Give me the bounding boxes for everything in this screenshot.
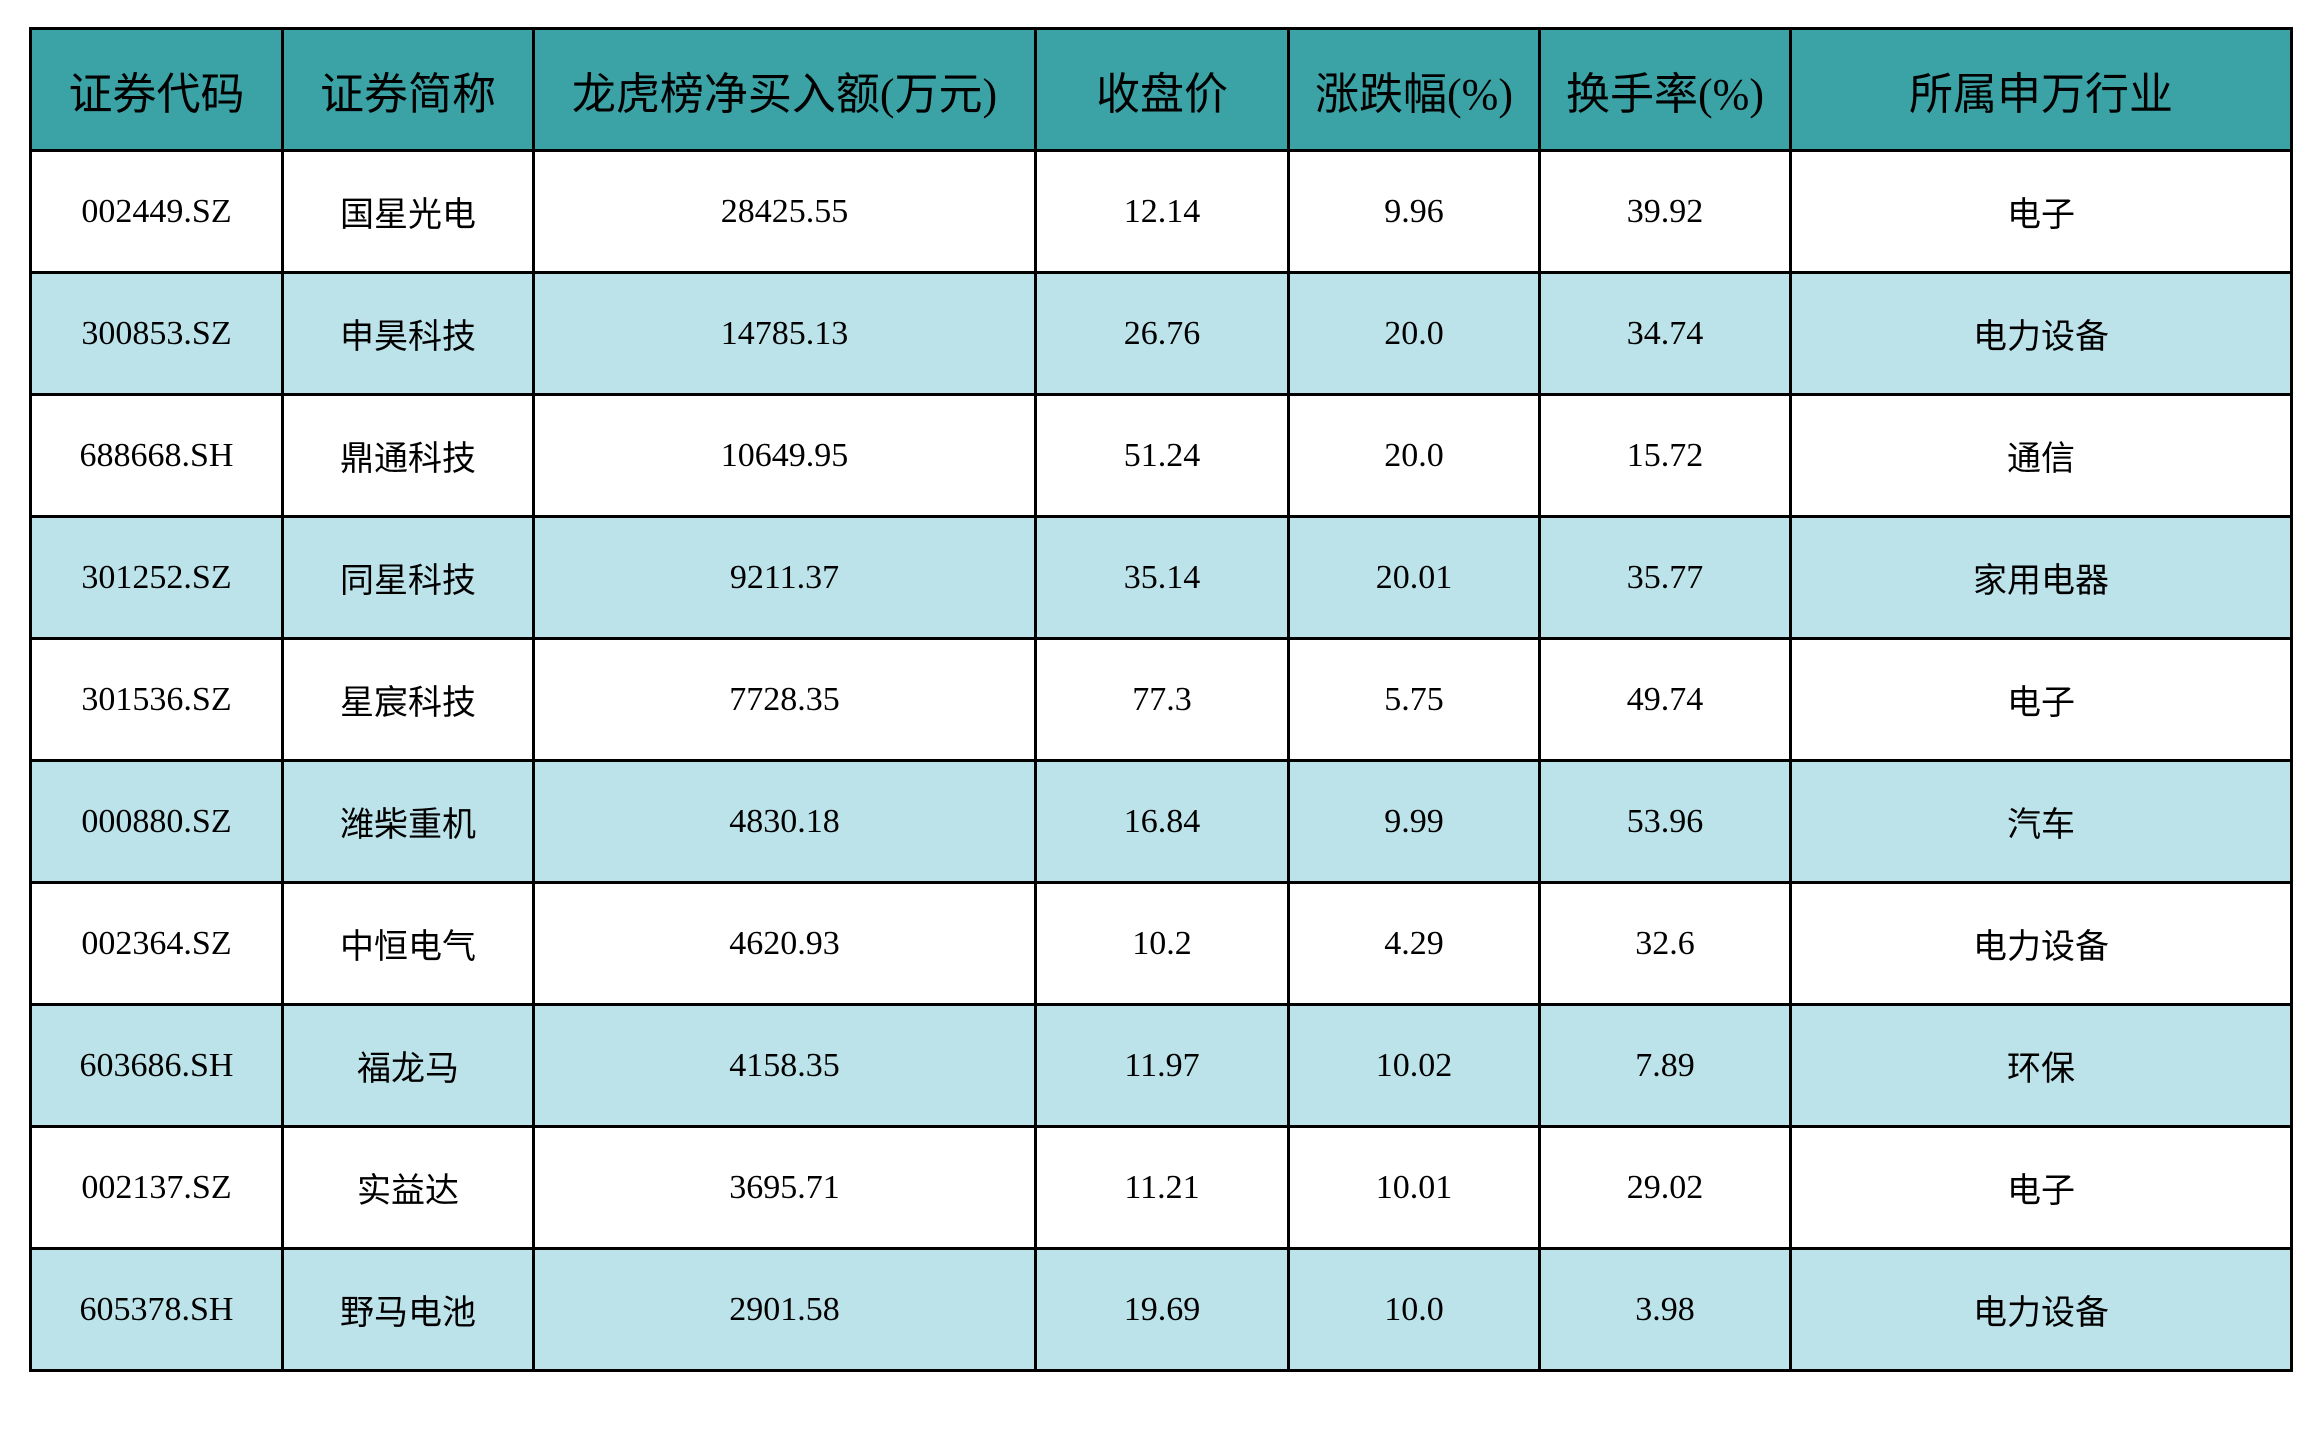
cell-close-price: 16.84 [1034, 759, 1290, 884]
cell-industry: 电子 [1789, 637, 2293, 762]
cell-industry: 电力设备 [1789, 881, 2293, 1006]
cell-name: 福龙马 [281, 1003, 535, 1128]
header-row: 证券代码 证券简称 龙虎榜净买入额(万元) 收盘价 涨跌幅(%) 换手率(%) 所属申万行业 [29, 27, 2293, 152]
cell-industry: 环保 [1789, 1003, 2293, 1128]
table-row: 002449.SZ 国星光电 28425.55 12.14 9.96 39.92 电子 [29, 149, 2293, 274]
cell-close-price: 26.76 [1034, 271, 1290, 396]
cell-net-buy: 3695.71 [532, 1125, 1037, 1250]
cell-close-price: 11.21 [1034, 1125, 1290, 1250]
cell-name: 申昊科技 [281, 271, 535, 396]
cell-code: 000880.SZ [29, 759, 284, 884]
cell-change-pct: 20.0 [1287, 271, 1541, 396]
cell-turnover-pct: 35.77 [1538, 515, 1792, 640]
cell-turnover-pct: 32.6 [1538, 881, 1792, 1006]
column-header-change-pct: 涨跌幅(%) [1287, 27, 1541, 152]
table-row: 300853.SZ 申昊科技 14785.13 26.76 20.0 34.74 电力设备 [29, 271, 2293, 396]
cell-change-pct: 9.99 [1287, 759, 1541, 884]
cell-code: 002137.SZ [29, 1125, 284, 1250]
cell-change-pct: 10.0 [1287, 1247, 1541, 1372]
cell-turnover-pct: 53.96 [1538, 759, 1792, 884]
column-header-close-price: 收盘价 [1034, 27, 1290, 152]
cell-net-buy: 4620.93 [532, 881, 1037, 1006]
cell-code: 002449.SZ [29, 149, 284, 274]
table-row: 002364.SZ 中恒电气 4620.93 10.2 4.29 32.6 电力设备 [29, 881, 2293, 1006]
cell-industry: 汽车 [1789, 759, 2293, 884]
stock-table: 证券代码 证券简称 龙虎榜净买入额(万元) 收盘价 涨跌幅(%) 换手率(%) 所属申万行业… [29, 27, 2293, 1372]
cell-close-price: 19.69 [1034, 1247, 1290, 1372]
cell-change-pct: 5.75 [1287, 637, 1541, 762]
cell-turnover-pct: 7.89 [1538, 1003, 1792, 1128]
cell-code: 301252.SZ [29, 515, 284, 640]
table-row: 688668.SH 鼎通科技 10649.95 51.24 20.0 15.72 通信 [29, 393, 2293, 518]
cell-industry: 电子 [1789, 149, 2293, 274]
cell-turnover-pct: 3.98 [1538, 1247, 1792, 1372]
cell-net-buy: 4830.18 [532, 759, 1037, 884]
cell-close-price: 77.3 [1034, 637, 1290, 762]
cell-industry: 家用电器 [1789, 515, 2293, 640]
cell-turnover-pct: 39.92 [1538, 149, 1792, 274]
cell-net-buy: 28425.55 [532, 149, 1037, 274]
cell-name: 潍柴重机 [281, 759, 535, 884]
cell-net-buy: 7728.35 [532, 637, 1037, 762]
cell-industry: 电力设备 [1789, 1247, 2293, 1372]
cell-turnover-pct: 15.72 [1538, 393, 1792, 518]
cell-change-pct: 10.02 [1287, 1003, 1541, 1128]
table-row: 000880.SZ 潍柴重机 4830.18 16.84 9.99 53.96 汽车 [29, 759, 2293, 884]
cell-name: 鼎通科技 [281, 393, 535, 518]
cell-net-buy: 10649.95 [532, 393, 1037, 518]
cell-close-price: 10.2 [1034, 881, 1290, 1006]
column-header-turnover-pct: 换手率(%) [1538, 27, 1792, 152]
cell-industry: 电子 [1789, 1125, 2293, 1250]
table-row: 603686.SH 福龙马 4158.35 11.97 10.02 7.89 环保 [29, 1003, 2293, 1128]
cell-name: 中恒电气 [281, 881, 535, 1006]
cell-industry: 通信 [1789, 393, 2293, 518]
cell-change-pct: 4.29 [1287, 881, 1541, 1006]
cell-code: 688668.SH [29, 393, 284, 518]
cell-close-price: 11.97 [1034, 1003, 1290, 1128]
cell-industry: 电力设备 [1789, 271, 2293, 396]
cell-close-price: 51.24 [1034, 393, 1290, 518]
cell-turnover-pct: 34.74 [1538, 271, 1792, 396]
cell-change-pct: 20.01 [1287, 515, 1541, 640]
cell-close-price: 12.14 [1034, 149, 1290, 274]
cell-name: 实益达 [281, 1125, 535, 1250]
cell-name: 野马电池 [281, 1247, 535, 1372]
cell-code: 300853.SZ [29, 271, 284, 396]
cell-name: 星宸科技 [281, 637, 535, 762]
column-header-industry: 所属申万行业 [1789, 27, 2293, 152]
cell-change-pct: 20.0 [1287, 393, 1541, 518]
cell-net-buy: 4158.35 [532, 1003, 1037, 1128]
cell-code: 301536.SZ [29, 637, 284, 762]
cell-code: 603686.SH [29, 1003, 284, 1128]
cell-change-pct: 10.01 [1287, 1125, 1541, 1250]
cell-change-pct: 9.96 [1287, 149, 1541, 274]
table-row: 301252.SZ 同星科技 9211.37 35.14 20.01 35.77 家用电器 [29, 515, 2293, 640]
column-header-name: 证券简称 [281, 27, 535, 152]
cell-turnover-pct: 49.74 [1538, 637, 1792, 762]
cell-net-buy: 9211.37 [532, 515, 1037, 640]
cell-close-price: 35.14 [1034, 515, 1290, 640]
cell-net-buy: 2901.58 [532, 1247, 1037, 1372]
cell-code: 002364.SZ [29, 881, 284, 1006]
cell-name: 同星科技 [281, 515, 535, 640]
cell-name: 国星光电 [281, 149, 535, 274]
table-row: 301536.SZ 星宸科技 7728.35 77.3 5.75 49.74 电子 [29, 637, 2293, 762]
column-header-code: 证券代码 [29, 27, 284, 152]
cell-turnover-pct: 29.02 [1538, 1125, 1792, 1250]
table-row: 605378.SH 野马电池 2901.58 19.69 10.0 3.98 电力设备 [29, 1247, 2293, 1372]
column-header-net-buy: 龙虎榜净买入额(万元) [532, 27, 1037, 152]
cell-net-buy: 14785.13 [532, 271, 1037, 396]
table-row: 002137.SZ 实益达 3695.71 11.21 10.01 29.02 电子 [29, 1125, 2293, 1250]
cell-code: 605378.SH [29, 1247, 284, 1372]
